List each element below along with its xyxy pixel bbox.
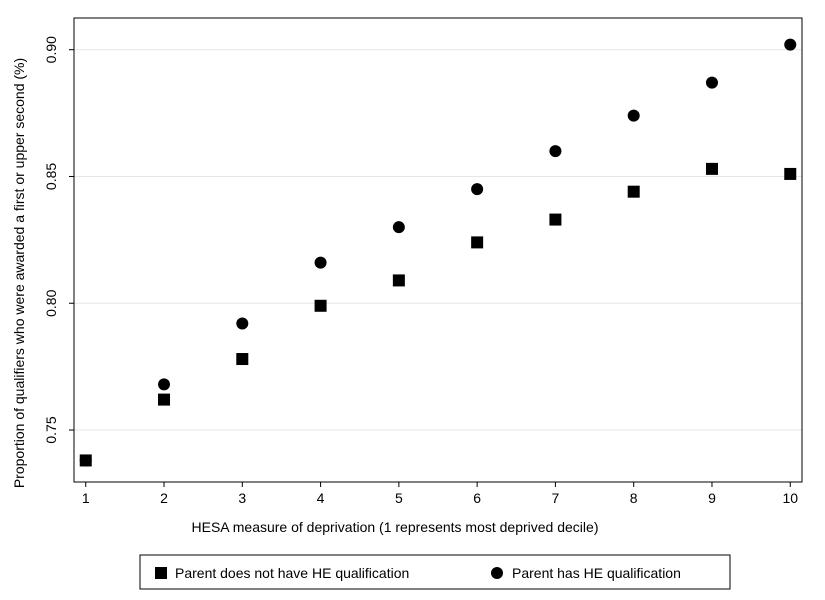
x-tick-label: 2: [160, 490, 168, 506]
circle-point: [392, 221, 405, 234]
square-point: [471, 236, 484, 249]
plot-area-frame: [73, 17, 803, 483]
x-tick-label: 4: [317, 490, 325, 506]
square-point: [705, 162, 718, 175]
circle-point: [784, 38, 797, 51]
square-point: [392, 274, 405, 287]
circle-point: [627, 109, 640, 122]
y-tick-label: 0.85: [43, 163, 59, 190]
circle-point: [236, 317, 249, 330]
circle-point: [705, 76, 718, 89]
circle-point: [79, 454, 92, 467]
square-point: [627, 185, 640, 198]
circle-point: [158, 378, 171, 391]
square-point: [549, 213, 562, 226]
legend-marker-circle: [491, 567, 503, 579]
x-tick-label: 3: [238, 490, 246, 506]
x-tick-label: 10: [782, 490, 798, 506]
y-tick-label: 0.90: [43, 36, 59, 63]
data-points: [79, 38, 797, 467]
y-tick-label: 0.80: [43, 289, 59, 316]
x-tick-label: 8: [630, 490, 638, 506]
legend: Parent does not have HE qualification Pa…: [139, 554, 731, 590]
x-tick-label: 7: [552, 490, 560, 506]
y-axis: 0.75 0.80 0.85 0.90: [43, 36, 74, 444]
x-tick-label: 1: [82, 490, 90, 506]
legend-marker-square: [155, 567, 167, 579]
legend-box: [139, 554, 731, 590]
x-tick-label: 9: [708, 490, 716, 506]
circle-point: [314, 256, 327, 269]
legend-label-no-he: Parent does not have HE qualification: [175, 565, 409, 581]
square-point: [158, 393, 171, 406]
x-tick-label: 6: [473, 490, 481, 506]
circle-point: [549, 145, 562, 158]
y-tick-label: 0.75: [43, 416, 59, 443]
gridlines: [74, 49, 802, 431]
square-point: [236, 353, 249, 366]
legend-label-has-he: Parent has HE qualification: [512, 565, 681, 581]
x-axis: 1 2 3 4 5 6 7 8 9 10: [82, 482, 798, 506]
x-tick-label: 5: [395, 490, 403, 506]
y-axis-title: Proportion of qualifiers who were awarde…: [11, 58, 27, 488]
square-point: [314, 299, 327, 312]
circle-point: [471, 183, 484, 196]
square-point: [784, 167, 797, 180]
x-axis-title: HESA measure of deprivation (1 represent…: [192, 519, 599, 535]
